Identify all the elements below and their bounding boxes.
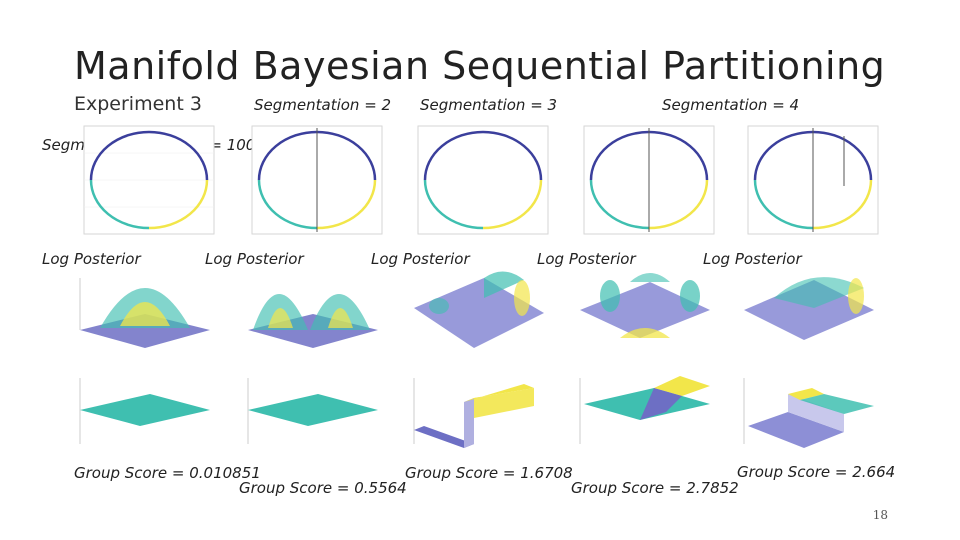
seg4-label: Segmentation = 4	[662, 96, 800, 114]
group-score-plot-3	[413, 378, 534, 448]
log-posterior-surface-3	[414, 271, 544, 348]
log-posterior-label-4: Log Posterior	[537, 250, 636, 268]
experiment-label: Experiment 3	[74, 93, 202, 115]
segmentation-plot-3	[417, 125, 549, 235]
group-score-row	[70, 366, 920, 466]
segmentation-plot-1	[83, 125, 215, 235]
segmentation-plot-4	[583, 125, 715, 235]
log-posterior-row	[70, 268, 920, 360]
group-score-plot-5	[743, 378, 874, 448]
seg3-label: Segmentation = 3	[420, 96, 558, 114]
group-score-5: Group Score = 2.664	[737, 463, 896, 481]
page-number: 18	[872, 508, 888, 522]
log-posterior-label-5: Log Posterior	[703, 250, 802, 268]
group-score-plot-4	[579, 376, 710, 444]
group-score-1: Group Score = 0.010851	[74, 464, 261, 482]
group-score-plot-1	[79, 378, 210, 444]
group-score-3: Group Score = 1.6708	[405, 464, 573, 482]
log-posterior-label-2: Log Posterior	[205, 250, 304, 268]
log-posterior-surface-2	[248, 294, 378, 348]
segmentation-row	[70, 116, 920, 246]
log-posterior-label-1: Log Posterior	[42, 250, 141, 268]
seg2-label: Segmentation = 2	[254, 96, 392, 114]
log-posterior-label-3: Log Posterior	[371, 250, 470, 268]
log-posterior-surface-5	[744, 277, 874, 340]
segmentation-plot-5	[747, 125, 879, 235]
segmentation-plot-2	[251, 125, 383, 235]
log-posterior-surface-4	[580, 273, 710, 338]
group-score-plot-2	[247, 378, 378, 444]
group-score-4: Group Score = 2.7852	[571, 479, 739, 497]
log-posterior-surface-1	[79, 278, 210, 348]
group-score-2: Group Score = 0.5564	[239, 479, 407, 497]
slide-title: Manifold Bayesian Sequential Partitionin…	[74, 44, 886, 88]
